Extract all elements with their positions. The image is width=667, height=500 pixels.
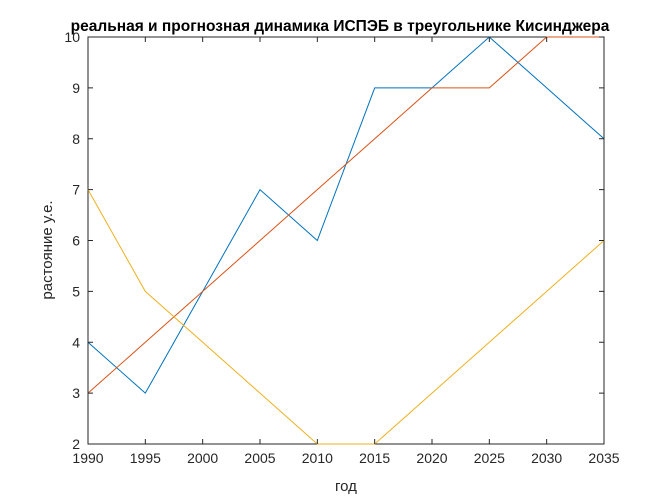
y-axis-label: растояние у.е. bbox=[39, 200, 56, 299]
x-tick-label-1995: 1995 bbox=[130, 450, 161, 466]
x-axis-label: год bbox=[335, 478, 357, 495]
series-2-point-2025 bbox=[488, 86, 491, 89]
series-3-point-2025 bbox=[488, 341, 491, 344]
x-tick-label-2020: 2020 bbox=[416, 450, 447, 466]
series-1-point-1995 bbox=[144, 392, 147, 395]
series-1-point-2005 bbox=[259, 188, 262, 191]
series-1-point-2030 bbox=[545, 86, 548, 89]
series-2-point-2020 bbox=[431, 86, 434, 89]
series-2-point-2005 bbox=[259, 239, 262, 242]
x-tick-label-2000: 2000 bbox=[187, 450, 218, 466]
x-tick-label-2005: 2005 bbox=[244, 450, 275, 466]
series-3-point-2005 bbox=[259, 392, 262, 395]
y-tick-label-8: 8 bbox=[72, 131, 80, 147]
series-1-point-2010 bbox=[316, 239, 319, 242]
plot-area bbox=[87, 36, 605, 445]
x-tick-label-2025: 2025 bbox=[474, 450, 505, 466]
series-layer bbox=[87, 36, 605, 445]
series-2-point-2010 bbox=[316, 188, 319, 191]
series-3-point-1995 bbox=[144, 290, 147, 293]
series-3-point-2020 bbox=[431, 392, 434, 395]
y-tick-label-10: 10 bbox=[64, 29, 80, 45]
y-tick-label-4: 4 bbox=[72, 334, 80, 350]
y-tick-label-6: 6 bbox=[72, 233, 80, 249]
x-tick-label-1990: 1990 bbox=[72, 450, 103, 466]
y-tick-label-2: 2 bbox=[72, 436, 80, 452]
y-tick-label-7: 7 bbox=[72, 182, 80, 198]
series-2-point-2000 bbox=[201, 290, 204, 293]
x-tick-label-2030: 2030 bbox=[531, 450, 562, 466]
y-axis-ticks: 2 3 4 5 6 7 8 9 10 bbox=[64, 29, 604, 452]
x-tick-label-2015: 2015 bbox=[359, 450, 390, 466]
series-2-point-2015 bbox=[373, 137, 376, 140]
y-tick-label-3: 3 bbox=[72, 385, 80, 401]
y-tick-label-9: 9 bbox=[72, 80, 80, 96]
x-tick-label-2035: 2035 bbox=[588, 450, 619, 466]
series-2-point-1995 bbox=[144, 341, 147, 344]
series-line-3 bbox=[87, 189, 605, 445]
series-3-point-2030 bbox=[545, 290, 548, 293]
series-1-point-2015 bbox=[373, 86, 376, 89]
x-axis-ticks: 1990 1995 2000 2005 2010 2015 2020 2025 2030 2035 bbox=[72, 37, 620, 466]
chart-title: реальная и прогнозная динамика ИСПЭБ в т… bbox=[71, 18, 610, 35]
x-tick-label-2010: 2010 bbox=[302, 450, 333, 466]
y-tick-label-5: 5 bbox=[72, 283, 80, 299]
series-3-point-2000 bbox=[201, 341, 204, 344]
